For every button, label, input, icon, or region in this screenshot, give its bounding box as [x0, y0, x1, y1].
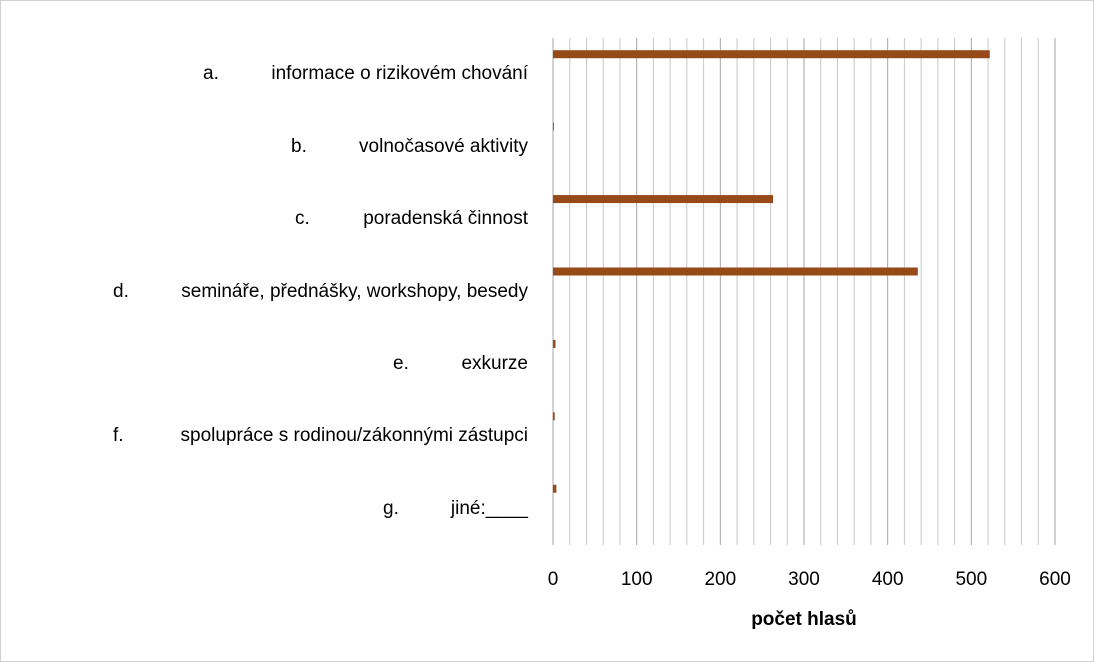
- category-marker: b.: [291, 135, 307, 157]
- category-marker: e.: [393, 352, 409, 374]
- category-label: poradenská činnost: [363, 208, 528, 230]
- category-label: spolupráce s rodinou/zákonnými zástupci: [180, 425, 528, 447]
- category-label: exkurze: [461, 352, 528, 374]
- bar: [553, 195, 774, 204]
- x-tick-label: 300: [788, 569, 820, 590]
- bar: [553, 267, 918, 276]
- category-marker: f.: [113, 425, 124, 447]
- bar: [553, 50, 990, 59]
- category-marker: c.: [295, 208, 310, 230]
- category-marker: d.: [113, 280, 129, 302]
- category-label: informace o rizikovém chování: [271, 63, 528, 85]
- category-label: jiné:____: [450, 497, 528, 519]
- x-axis-title: počet hlasů: [751, 609, 857, 630]
- bar: [553, 484, 557, 493]
- bar: [553, 412, 555, 421]
- category-label: semináře, přednášky, workshopy, besedy: [181, 280, 528, 302]
- x-tick-label: 200: [704, 569, 736, 590]
- category-label: volnočasové aktivity: [359, 135, 528, 157]
- x-tick-label: 100: [621, 569, 653, 590]
- x-tick-label: 500: [955, 569, 987, 590]
- x-tick-label: 0: [548, 569, 559, 590]
- bar: [553, 122, 554, 131]
- x-tick-label: 400: [872, 569, 904, 590]
- x-tick-label: 600: [1039, 569, 1071, 590]
- category-marker: a.: [203, 63, 219, 85]
- bar: [553, 339, 556, 348]
- category-marker: g.: [383, 497, 399, 519]
